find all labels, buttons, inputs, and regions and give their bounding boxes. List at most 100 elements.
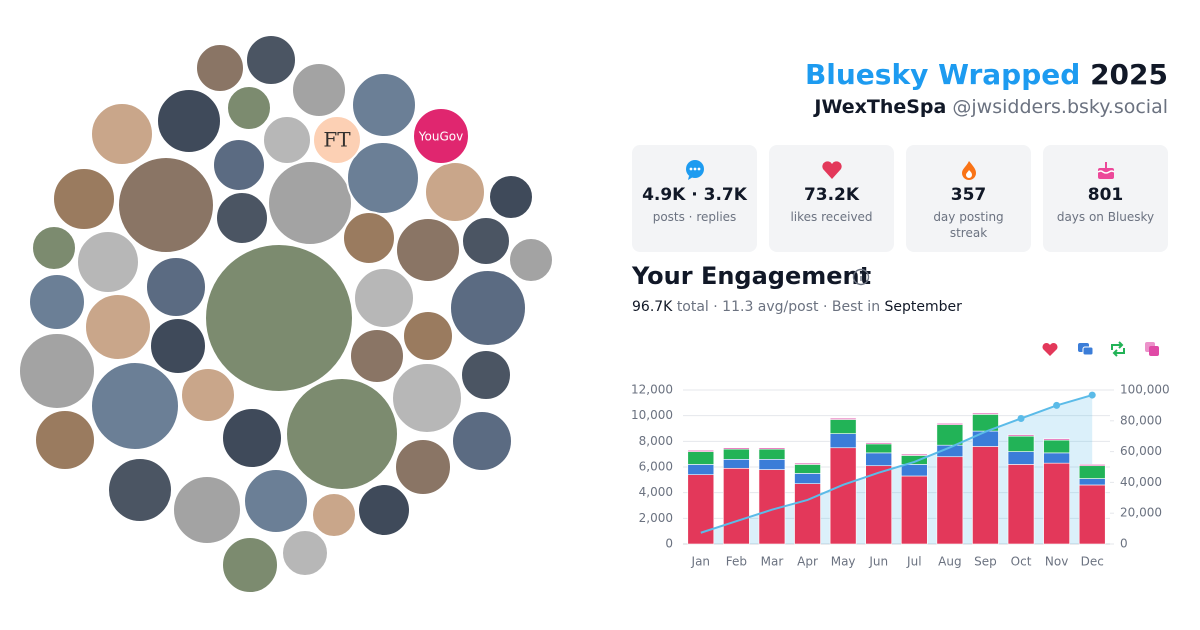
summary: 96.7K total · 11.3 avg/post · Best in Se… [632, 299, 962, 315]
avatar[interactable] [172, 475, 242, 545]
avatar[interactable] [245, 34, 297, 86]
avatar[interactable] [311, 492, 357, 538]
avatar[interactable] [243, 468, 309, 534]
bar-segment [900, 453, 928, 456]
x-tick-label: Apr [797, 555, 818, 569]
bar-segment [865, 465, 893, 545]
avatar[interactable] [394, 438, 452, 496]
avatar[interactable] [84, 293, 152, 361]
avatar[interactable] [90, 102, 154, 166]
avatar[interactable] [145, 256, 207, 318]
legend-icon[interactable] [1042, 342, 1058, 356]
avatar[interactable] [221, 407, 283, 469]
avatar[interactable] [76, 230, 140, 294]
bar-segment [900, 464, 928, 477]
bar-segment [972, 430, 999, 447]
avatar[interactable] [226, 85, 272, 131]
handle[interactable]: @jwsidders.bsky.social [952, 96, 1168, 118]
x-tick-label: Jun [868, 555, 888, 569]
y-tick-label: 12,000 [631, 383, 673, 397]
icon [686, 160, 704, 180]
avatar[interactable] [460, 349, 512, 401]
info-icon[interactable] [852, 268, 870, 286]
bar-segment [687, 464, 715, 476]
avatar[interactable] [28, 273, 86, 331]
avatar[interactable] [488, 174, 534, 220]
stat-card: 73.2K likes received [769, 145, 894, 252]
account: JWexTheSpa @jwsidders.bsky.social [814, 96, 1168, 118]
avatar[interactable] [449, 269, 527, 347]
y-tick-label: 2,000 [639, 511, 673, 525]
avatar[interactable] [18, 332, 96, 410]
stat-label: posts · replies [652, 210, 737, 224]
avatar[interactable] [353, 267, 415, 329]
section-title: Your Engagement [632, 262, 872, 290]
avatar[interactable] [412, 107, 470, 165]
bar-segment [1078, 465, 1106, 479]
avatar[interactable] [107, 457, 173, 523]
avatar[interactable] [461, 216, 511, 266]
bar-segment [1043, 452, 1070, 464]
avatar[interactable] [221, 536, 279, 594]
x-tick-label: Jul [906, 555, 921, 569]
bar-segment [865, 443, 893, 454]
legend-icon[interactable] [1145, 342, 1159, 356]
avatar[interactable] [31, 225, 77, 271]
avatar[interactable] [156, 88, 222, 154]
bar-segment [936, 456, 964, 545]
bar-segment [794, 473, 821, 484]
avatar[interactable] [262, 115, 312, 165]
avatar[interactable] [215, 191, 269, 245]
avatar[interactable] [451, 410, 513, 472]
bar-segment [723, 447, 750, 450]
avatar[interactable] [281, 529, 329, 577]
avatar[interactable] [285, 377, 399, 491]
avatar[interactable] [34, 409, 96, 471]
y2-tick-label: 60,000 [1120, 444, 1162, 458]
bar-segment [900, 475, 928, 545]
legend-icon[interactable] [1078, 343, 1094, 356]
icon [962, 161, 976, 180]
avatar[interactable] [346, 141, 420, 215]
avatar[interactable] [508, 237, 554, 283]
avatar[interactable] [212, 138, 266, 192]
bar-segment [829, 447, 857, 545]
y2-tick-label: 0 [1120, 537, 1128, 551]
stat-value: 357 [950, 185, 987, 205]
avatar[interactable] [342, 211, 396, 265]
bar-segment [1078, 478, 1106, 486]
avatar[interactable] [195, 43, 245, 93]
legend-icon[interactable] [1111, 341, 1125, 357]
bar-segment [687, 451, 715, 465]
avatar[interactable] [351, 72, 417, 138]
point [1053, 401, 1061, 409]
avatar[interactable] [395, 217, 461, 283]
bar-segment [936, 424, 964, 446]
avatar[interactable] [391, 362, 463, 434]
avatar[interactable] [90, 361, 180, 451]
avatar[interactable] [424, 161, 486, 223]
y2-tick-label: 80,000 [1120, 413, 1162, 427]
bar-segment [1078, 464, 1106, 467]
chart: 0 2,000 4,000 6,000 8,000 10,000 12,000 0 20,000… [631, 341, 1170, 569]
x-tick-label: Aug [938, 555, 961, 569]
avatar[interactable] [349, 328, 405, 384]
bar-segment [687, 474, 715, 545]
avatar[interactable] [312, 115, 362, 165]
avatar[interactable] [267, 160, 353, 246]
bar-segment [829, 417, 857, 420]
y-tick-label: 6,000 [639, 460, 673, 474]
avatar[interactable] [402, 310, 454, 362]
avatar[interactable] [291, 62, 347, 118]
logo-text: FT [323, 128, 351, 152]
stat-card: 4.9K · 3.7K posts · replies [632, 145, 757, 252]
logo-text: YouGov [418, 130, 463, 144]
avatar[interactable] [117, 156, 215, 254]
avatar[interactable] [180, 367, 236, 423]
avatar[interactable] [52, 167, 116, 231]
avatar[interactable] [357, 483, 411, 537]
avatar[interactable] [204, 243, 354, 393]
bar-segment [1007, 464, 1035, 545]
avatar[interactable] [149, 317, 207, 375]
